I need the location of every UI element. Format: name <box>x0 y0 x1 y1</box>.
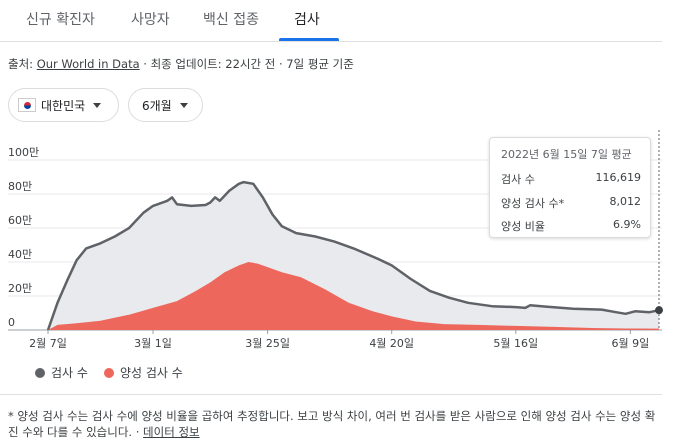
tab-bar: 신규 확진자 사망자 백신 접종 검사 <box>0 0 662 42</box>
tooltip-row-positive-rate: 양성 비율 6.9% <box>501 218 641 234</box>
divider <box>0 394 662 395</box>
y-tick-label: 80만 <box>8 180 32 193</box>
tooltip-label: 양성 비율 <box>501 220 545 233</box>
y-tick-label: 40만 <box>8 248 32 261</box>
tooltip-row-tests: 검사 수 116,619 <box>501 171 641 187</box>
tooltip-title: 2022년 6월 15일 7일 평균 <box>501 148 632 161</box>
x-tick-label: 2월 7일 <box>29 336 67 350</box>
tab-vaccinations[interactable]: 백신 접종 <box>203 12 259 28</box>
x-tick-label: 6월 9일 <box>611 336 649 350</box>
tests-chart[interactable]: 0 20만 40만 60만 80만 100만 2월 7일 3월 1일 3월 25일 4월 20일 5… <box>0 130 682 355</box>
hover-point <box>655 306 663 315</box>
source-prefix: 출처: <box>8 57 37 71</box>
period-dropdown[interactable]: 6개월 <box>128 88 203 122</box>
legend-item-tests: 검사 수 <box>35 364 88 381</box>
chart-tooltip: 2022년 6월 15일 7일 평균 검사 수 116,619 양성 검사 수*… <box>489 137 651 238</box>
legend-item-positive-tests: 양성 검사 수 <box>103 364 183 381</box>
legend-dot-icon <box>35 367 45 378</box>
y-tick-label: 60만 <box>8 214 32 227</box>
data-info-link[interactable]: 데이터 정보 <box>143 425 200 439</box>
country-label: 대한민국 <box>41 98 86 113</box>
country-dropdown[interactable]: 대한민국 <box>8 88 119 122</box>
tooltip-value: 8,012 <box>609 195 642 208</box>
legend-dot-icon <box>103 367 114 378</box>
tooltip-label: 양성 검사 수* <box>501 197 565 210</box>
legend-label: 양성 검사 수 <box>119 366 183 380</box>
x-tick-label: 4월 20일 <box>369 336 414 350</box>
period-label: 6개월 <box>142 98 172 113</box>
chevron-down-icon <box>93 102 102 108</box>
footnote-separator: · <box>132 425 144 439</box>
legend-label: 검사 수 <box>51 366 88 380</box>
tooltip-value: 116,619 <box>595 171 642 184</box>
active-tab-indicator <box>279 38 339 41</box>
south-korea-flag-icon <box>18 98 36 112</box>
y-tick-label: 20만 <box>8 282 32 295</box>
tests-line <box>46 180 660 331</box>
footnote: * 양성 검사 수는 검사 수에 양성 비율을 곱하여 추정합니다. 보고 방식… <box>8 408 663 440</box>
tooltip-row-positive-tests: 양성 검사 수* 8,012 <box>501 195 641 211</box>
tab-tests[interactable]: 검사 <box>294 12 320 28</box>
chevron-down-icon <box>179 102 188 108</box>
x-tick-label: 3월 25일 <box>245 336 290 350</box>
tab-deaths[interactable]: 사망자 <box>131 12 170 28</box>
tab-new-cases[interactable]: 신규 확진자 <box>26 12 95 28</box>
y-tick-label: 0 <box>8 316 15 329</box>
source-suffix: · 최종 업데이트: 22시간 전 · 7일 평균 기준 <box>139 57 354 71</box>
source-link[interactable]: Our World in Data <box>36 57 140 71</box>
footnote-text: * 양성 검사 수는 검사 수에 양성 비율을 곱하여 추정합니다. 보고 방식… <box>8 409 656 439</box>
x-tick-label: 5월 16일 <box>493 336 538 350</box>
tooltip-label: 검사 수 <box>501 173 535 186</box>
x-tick-label: 3월 1일 <box>134 336 172 350</box>
y-tick-label: 100만 <box>8 146 39 159</box>
tooltip-value: 6.9% <box>613 218 641 231</box>
positive-tests-area <box>48 262 659 330</box>
source-line: 출처: Our World in Data · 최종 업데이트: 22시간 전 … <box>8 56 354 72</box>
chart-legend: 검사 수 양성 검사 수 <box>35 364 199 381</box>
